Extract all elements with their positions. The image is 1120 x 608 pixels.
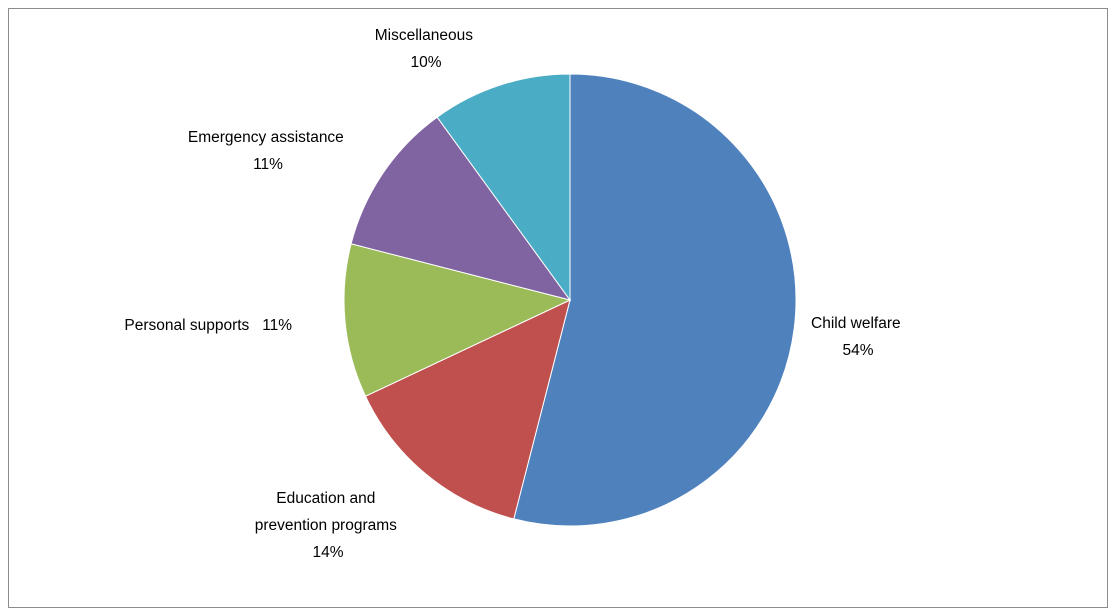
data-label-child-welfare-name: Child welfare — [811, 315, 901, 332]
pie-slice-child-welfare — [513, 73, 797, 527]
data-label-education-name-line2: prevention programs — [255, 517, 397, 534]
data-label-emergency-assistance-name: Emergency assistance — [188, 129, 344, 146]
data-label-education-name-line1: Education and — [276, 490, 375, 507]
pie-slice-miscellaneous — [436, 73, 571, 302]
pie-slices — [343, 73, 797, 527]
data-label-miscellaneous: Miscellaneous 10% — [375, 27, 478, 71]
data-label-emergency-assistance: Emergency assistance 11% — [188, 129, 348, 173]
data-label-education-percent: 14% — [312, 544, 343, 561]
pie-labels: Child welfare 54% Education and preventi… — [0, 0, 905, 561]
data-label-miscellaneous-name: Miscellaneous — [375, 27, 473, 44]
data-label-child-welfare: Child welfare 54% — [811, 315, 905, 359]
data-label-education: Education and prevention programs 14% — [255, 490, 401, 561]
pie-slice-education-and-prevention-programs — [364, 299, 571, 520]
data-label-child-welfare-percent: 54% — [842, 342, 873, 359]
data-label-emergency-assistance-percent: 11% — [253, 156, 283, 173]
data-label-personal-supports: Personal supports 11% — [0, 0, 314, 334]
data-label-miscellaneous-percent: 10% — [410, 54, 441, 71]
data-label-personal-supports-text: Personal supports 11% — [124, 317, 292, 334]
pie-chart: Child welfare 54% Education and preventi… — [0, 0, 905, 561]
pie-slice-personal-supports — [343, 243, 572, 397]
pie-slice-emergency-assistance — [350, 116, 572, 301]
